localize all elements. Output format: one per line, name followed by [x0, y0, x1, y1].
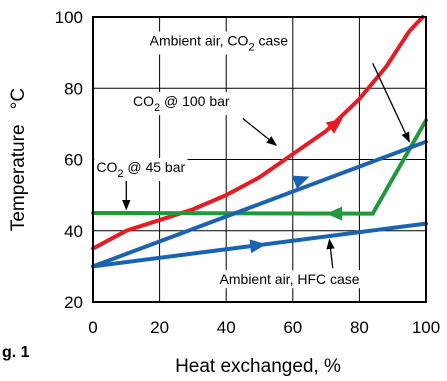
direction-arrow-ambient_hfc — [249, 239, 267, 254]
y-axis-title-text: Temperature — [8, 124, 29, 231]
y-axis-unit: °C — [8, 88, 29, 109]
annotation-suffix: case — [255, 33, 289, 49]
annotation-ambient_co2: Ambient air, CO2 case — [147, 31, 291, 55]
series-line-co2_100 — [91, 15, 425, 251]
y-tick-labels: 20 40 60 80 100 — [55, 8, 83, 312]
plot-frame — [92, 16, 427, 303]
x-tick-label: 20 — [150, 318, 169, 337]
annotation-label: CO2 @ 100 bar — [133, 93, 230, 114]
y-tick-label: 100 — [55, 8, 83, 27]
annotation-bg — [147, 31, 291, 55]
annotation-label: Ambient air, HFC case — [220, 271, 360, 287]
y-tick-label: 60 — [64, 151, 83, 170]
x-tick-label: 80 — [350, 318, 369, 337]
annotation-text: Ambient air, HFC case — [220, 271, 360, 287]
annotation-label: Ambient air, CO2 case — [150, 33, 289, 54]
annotation-ambient_hfc: Ambient air, HFC case — [217, 270, 362, 289]
annotation-subscript: 2 — [117, 168, 123, 180]
annotation-suffix: @ 45 bar — [123, 159, 185, 175]
annotation-co2_45: CO2 @ 45 bar — [94, 157, 188, 181]
annotation-co2_100: CO2 @ 100 bar — [130, 92, 232, 116]
pointer-arrow-ambient_hfc — [326, 238, 335, 269]
x-tick-label: 60 — [283, 318, 302, 337]
pointer-arrow-ambient_co2 — [372, 63, 410, 143]
annotation-bg — [94, 157, 188, 181]
direction-arrow-co2_45 — [326, 206, 343, 221]
series-layer — [91, 15, 428, 269]
direction-arrow-co2_100 — [325, 118, 343, 134]
annotation-text: Ambient air, CO — [150, 33, 249, 49]
annotation-text: CO — [96, 159, 117, 175]
annotation-suffix: @ 100 bar — [160, 93, 230, 109]
figure-label: g. 1 — [2, 344, 30, 361]
y-tick-label: 80 — [64, 79, 83, 98]
x-tick-label: 100 — [412, 318, 440, 337]
x-tick-label: 40 — [217, 318, 236, 337]
annotation-subscript: 2 — [154, 102, 160, 114]
x-tick-labels: 0 20 40 60 80 100 — [88, 318, 440, 337]
y-tick-label: 40 — [64, 222, 83, 241]
y-axis-title: Temperature °C — [8, 88, 29, 231]
direction-arrow-ambient_co2 — [292, 175, 310, 189]
x-axis-title: Heat exchanged, % — [175, 356, 341, 377]
annotation-text: CO — [133, 93, 154, 109]
annotation-label: CO2 @ 45 bar — [96, 159, 185, 180]
pointer-arrow-co2_100 — [242, 118, 277, 146]
x-tick-label: 0 — [88, 318, 97, 337]
annotation-bg — [217, 270, 362, 289]
annotation-bg — [130, 92, 232, 116]
annotation-subscript: 2 — [248, 42, 254, 54]
series-line-ambient_co2 — [91, 139, 428, 269]
y-tick-label: 20 — [64, 293, 83, 312]
series-line-co2_45 — [91, 118, 428, 216]
